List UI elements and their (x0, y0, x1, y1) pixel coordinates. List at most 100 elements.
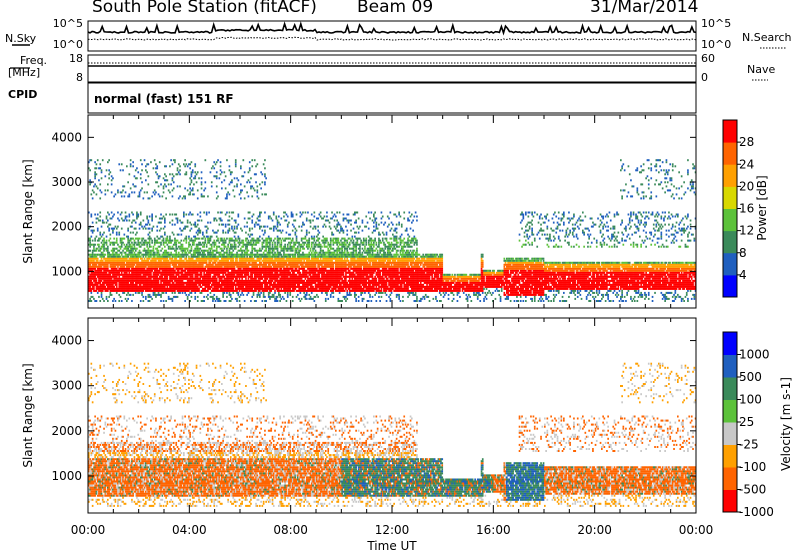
power-heatmap-cell (156, 165, 159, 168)
power-heatmap-cell (189, 229, 191, 232)
power-heatmap-cell (177, 275, 180, 278)
power-heatmap-cell (188, 213, 190, 216)
power-heatmap-cell (113, 241, 115, 244)
power-heatmap-cell (172, 187, 175, 190)
power-heatmap-cell (131, 285, 133, 288)
power-heatmap-cell (123, 237, 126, 240)
power-heatmap-cell (191, 269, 194, 272)
power-heatmap-cell (148, 239, 151, 242)
power-heatmap-cell (109, 277, 112, 280)
power-heatmap-cell (214, 255, 217, 258)
power-heatmap-cell (238, 295, 241, 298)
power-heatmap-cell (196, 253, 199, 256)
power-heatmap-cell (137, 267, 140, 270)
power-heatmap-cell (96, 273, 99, 276)
power-heatmap-cell (215, 297, 218, 300)
power-heatmap-cell (198, 231, 200, 234)
power-heatmap-cell (236, 269, 238, 272)
power-heatmap-cell (250, 241, 252, 244)
power-heatmap-cell (236, 277, 238, 280)
power-heatmap-cell (143, 159, 146, 162)
power-heatmap-cell (165, 251, 167, 254)
power-heatmap-cell (156, 277, 159, 280)
power-heatmap-cell (136, 177, 138, 180)
power-heatmap-cell (152, 289, 155, 292)
power-heatmap-cell (304, 211, 307, 214)
power-heatmap-cell (90, 159, 93, 162)
power-heatmap-cell (190, 259, 193, 262)
power-heatmap-cell (158, 253, 161, 256)
power-heatmap-cell (171, 289, 174, 292)
power-heatmap-cell (202, 279, 204, 282)
power-heatmap-cell (203, 189, 205, 192)
power-heatmap-cell (128, 269, 131, 272)
power-heatmap-cell (204, 265, 207, 268)
power-heatmap-cell (180, 277, 183, 280)
power-heatmap-cell (221, 263, 223, 266)
power-heatmap-cell (310, 251, 313, 254)
power-heatmap-cell (123, 273, 126, 276)
power-heatmap-cell (114, 277, 117, 280)
power-heatmap-cell (196, 289, 199, 292)
power-heatmap-cell (123, 255, 126, 258)
power-heatmap-cell (148, 269, 151, 272)
power-heatmap-cell (190, 281, 193, 284)
power-heatmap-cell (129, 275, 132, 278)
power-heatmap-cell (278, 215, 280, 218)
power-heatmap-cell (146, 281, 148, 284)
power-heatmap-cell (305, 231, 308, 234)
power-heatmap-cell (90, 287, 93, 290)
power-heatmap-cell (181, 283, 184, 286)
power-heatmap-cell (200, 195, 203, 198)
power-heatmap-cell (161, 261, 164, 264)
power-heatmap-cell (196, 279, 199, 282)
power-heatmap-cell (174, 279, 176, 282)
power-heatmap-cell (238, 255, 241, 258)
power-heatmap-cell (240, 261, 242, 264)
power-heatmap-cell (157, 265, 160, 268)
power-heatmap-cell (147, 265, 150, 268)
power-heatmap-cell (223, 271, 226, 274)
power-heatmap-cell (188, 287, 190, 290)
power-heatmap-cell (214, 163, 217, 166)
power-heatmap-cell (91, 253, 94, 256)
power-heatmap-cell (156, 287, 159, 290)
power-heatmap-cell (196, 275, 199, 278)
power-heatmap-cell (227, 263, 229, 266)
power-heatmap-cell (96, 271, 99, 274)
power-heatmap-cell (156, 229, 159, 232)
power-heatmap-cell (148, 295, 151, 298)
power-heatmap-cell (191, 281, 194, 284)
power-heatmap-cell (236, 259, 238, 262)
power-heatmap-cell (317, 257, 319, 260)
power-heatmap-cell (190, 161, 193, 164)
power-heatmap-cell (148, 237, 151, 240)
power-heatmap-cell (103, 287, 105, 290)
power-heatmap-cell (242, 271, 245, 274)
power-heatmap-cell (101, 253, 104, 256)
power-heatmap-cell (261, 181, 264, 184)
power-heatmap-cell (264, 173, 266, 176)
power-heatmap-cell (156, 181, 159, 184)
power-heatmap-cell (109, 281, 112, 284)
power-heatmap-cell (222, 267, 224, 270)
power-heatmap-cell (120, 257, 123, 260)
power-heatmap-cell (139, 257, 142, 260)
power-heatmap-cell (145, 241, 147, 244)
power-heatmap-cell (291, 237, 294, 240)
power-heatmap-cell (158, 269, 161, 272)
power-heatmap-cell (202, 251, 204, 254)
power-heatmap-cell (139, 261, 142, 264)
power-heatmap-cell (109, 283, 112, 286)
power-heatmap-cell (196, 171, 199, 174)
power-heatmap-cell (162, 273, 165, 276)
power-heatmap-cell (174, 287, 176, 290)
power-heatmap-cell (172, 283, 175, 286)
power-heatmap-cell (100, 271, 103, 274)
power-heatmap-cell (146, 217, 148, 220)
power-heatmap-cell (127, 245, 129, 248)
power-heatmap-cell (199, 265, 202, 268)
power-heatmap-cell (175, 267, 178, 270)
power-heatmap-cell (227, 275, 229, 278)
power-heatmap-cell (175, 283, 178, 286)
